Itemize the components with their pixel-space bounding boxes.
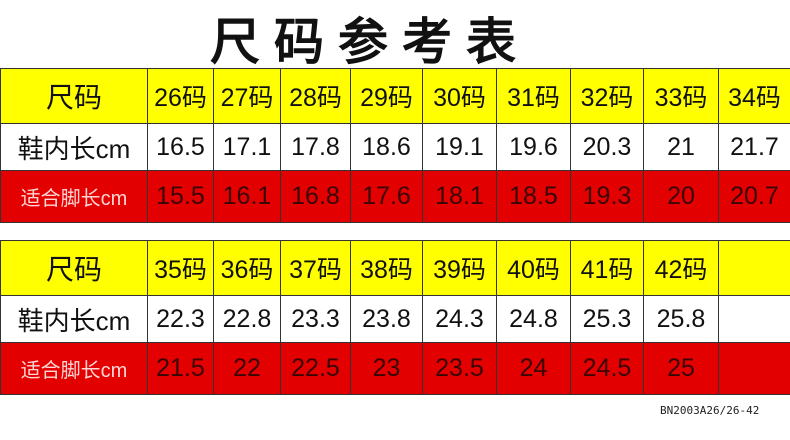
table-cell: 23.8 [350,295,423,343]
table-cell: 41码 [570,240,644,296]
table-cell: 27码 [213,68,281,124]
table-cell: 32码 [570,68,644,124]
table-cell: 25.3 [570,295,644,343]
table-cell: 16.5 [147,123,214,171]
table-cell: 22.5 [280,342,351,395]
table-cell: 24.5 [570,342,644,395]
table-cell [718,342,790,395]
product-code: BN2003A26/26-42 [660,404,760,417]
row-label: 适合脚长cm [0,342,148,395]
row-label: 尺码 [0,240,148,296]
row-label: 尺码 [0,68,148,124]
size-row: 尺码 35码 36码 37码 38码 39码 40码 41码 42码 [0,240,790,296]
page-title: 尺码参考表 [210,13,530,71]
row-label: 鞋内长cm [0,123,148,171]
table-cell: 16.1 [213,170,281,223]
table-cell: 17.6 [350,170,423,223]
inner-length-row: 鞋内长cm 16.5 17.1 17.8 18.6 19.1 19.6 20.3 21 21.7 [0,123,790,171]
table-cell: 19.6 [496,123,571,171]
table-cell: 21.7 [718,123,790,171]
table-cell: 24 [496,342,571,395]
table-cell: 16.8 [280,170,351,223]
table-cell: 18.6 [350,123,423,171]
table-cell: 24.3 [422,295,497,343]
table-cell: 37码 [280,240,351,296]
table-cell: 33码 [643,68,719,124]
table-cell: 20 [643,170,719,223]
table-cell: 18.1 [422,170,497,223]
table-cell: 15.5 [147,170,214,223]
table-cell: 28码 [280,68,351,124]
table-cell: 22.3 [147,295,214,343]
table-cell: 38码 [350,240,423,296]
table-cell: 34码 [718,68,790,124]
table-cell: 39码 [422,240,497,296]
size-table-2: 尺码 35码 36码 37码 38码 39码 40码 41码 42码 鞋内长cm 22.3 22.8 2… [0,240,790,395]
row-label: 鞋内长cm [0,295,148,343]
table-cell: 20.3 [570,123,644,171]
table-cell: 18.5 [496,170,571,223]
table-cell: 19.1 [422,123,497,171]
table-cell: 22.8 [213,295,281,343]
table-cell: 23.5 [422,342,497,395]
size-table-1: 尺码 26码 27码 28码 29码 30码 31码 32码 33码 34码 鞋内长cm 16.5 17… [0,68,790,223]
table-cell: 24.8 [496,295,571,343]
table-cell: 23 [350,342,423,395]
table-cell: 30码 [422,68,497,124]
table-cell: 25.8 [643,295,719,343]
foot-length-row: 适合脚长cm 15.5 16.1 16.8 17.6 18.1 18.5 19.3 20 20.7 [0,170,790,223]
foot-length-row: 适合脚长cm 21.5 22 22.5 23 23.5 24 24.5 25 [0,342,790,395]
table-cell: 23.3 [280,295,351,343]
table-cell: 22 [213,342,281,395]
table-cell: 17.8 [280,123,351,171]
table-cell: 29码 [350,68,423,124]
table-cell: 20.7 [718,170,790,223]
table-cell: 25 [643,342,719,395]
table-cell [718,240,790,296]
table-cell: 17.1 [213,123,281,171]
table-cell [718,295,790,343]
size-row: 尺码 26码 27码 28码 29码 30码 31码 32码 33码 34码 [0,68,790,124]
table-cell: 35码 [147,240,214,296]
table-cell: 21 [643,123,719,171]
inner-length-row: 鞋内长cm 22.3 22.8 23.3 23.8 24.3 24.8 25.3 25.8 [0,295,790,343]
table-cell: 36码 [213,240,281,296]
table-cell: 42码 [643,240,719,296]
table-cell: 40码 [496,240,571,296]
row-label: 适合脚长cm [0,170,148,223]
table-cell: 26码 [147,68,214,124]
table-cell: 31码 [496,68,571,124]
table-cell: 21.5 [147,342,214,395]
table-cell: 19.3 [570,170,644,223]
